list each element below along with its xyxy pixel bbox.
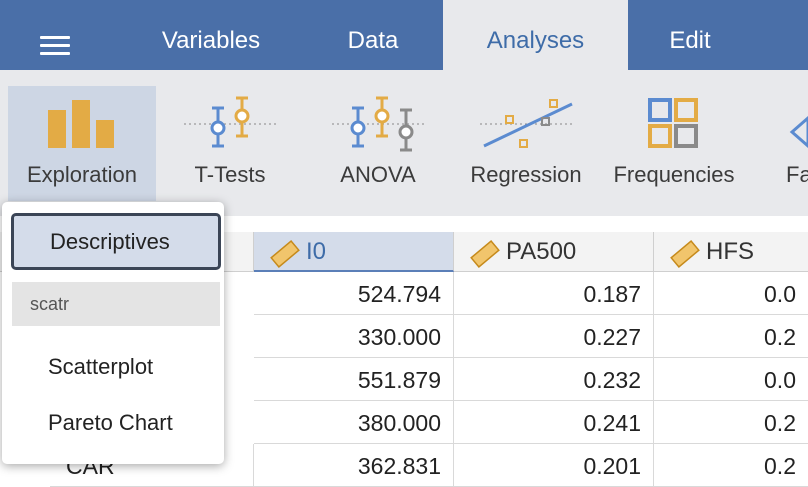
regression-button[interactable]: Regression (462, 86, 590, 201)
menu-group-header: scatr (12, 282, 220, 326)
anova-button[interactable]: ANOVA (318, 86, 438, 201)
exploration-dropdown-menu: Descriptives scatr Scatterplot Pareto Ch… (2, 202, 224, 464)
t-tests-button[interactable]: T-Tests (170, 86, 290, 201)
menu-item-scatterplot[interactable]: Scatterplot (48, 354, 154, 379)
frequencies-icon (648, 98, 698, 148)
anova-label: ANOVA (340, 162, 416, 187)
table-cell[interactable]: 0.2 (654, 401, 808, 444)
column-header-hfs[interactable]: HFS (654, 232, 808, 272)
menu-item-pareto-chart[interactable]: Pareto Chart (48, 410, 173, 435)
column-name: PA500 (506, 238, 577, 265)
top-menu-bar: Variables Data Analyses Edit (0, 0, 808, 70)
anova-icon (332, 96, 424, 152)
table-cell[interactable]: 551.879 (254, 358, 454, 401)
factor-button[interactable]: Fa (770, 86, 808, 201)
table-cell[interactable]: 330.000 (254, 315, 454, 358)
menu-item-descriptives[interactable]: Descriptives (11, 213, 221, 270)
table-cell[interactable]: 0.2 (654, 315, 808, 358)
regression-label: Regression (470, 162, 582, 187)
table-cell[interactable]: 0.0 (654, 358, 808, 401)
column-header-pa500[interactable]: PA500 (454, 232, 654, 272)
factor-label: Fa (786, 162, 808, 187)
table-cell[interactable]: 524.794 (254, 272, 454, 315)
ruler-icon (470, 239, 500, 269)
column-name: I0 (306, 238, 327, 265)
table-cell[interactable]: 0.232 (454, 358, 654, 401)
t-tests-label: T-Tests (194, 162, 266, 187)
tab-variables[interactable]: Variables (161, 27, 261, 54)
table-cell[interactable]: 0.187 (454, 272, 654, 315)
tab-analyses[interactable]: Analyses (443, 0, 628, 70)
column-header-i0[interactable]: I0 (254, 232, 454, 272)
frequencies-button[interactable]: Frequencies (604, 86, 744, 201)
frequencies-label: Frequencies (613, 162, 735, 187)
factor-icon (789, 116, 808, 148)
table-cell[interactable]: 0.227 (454, 315, 654, 358)
table-cell[interactable]: 380.000 (254, 401, 454, 444)
ruler-icon (670, 239, 700, 269)
analyses-ribbon: Exploration T-Tests (0, 70, 808, 216)
ruler-icon (270, 239, 300, 269)
t-tests-icon (184, 96, 276, 148)
exploration-label: Exploration (26, 162, 138, 187)
tab-edit[interactable]: Edit (669, 27, 711, 54)
bar-chart-icon (48, 100, 114, 148)
exploration-button[interactable]: Exploration (8, 86, 156, 201)
table-cell[interactable]: 0.241 (454, 401, 654, 444)
tab-data[interactable]: Data (347, 27, 399, 54)
hamburger-menu-icon[interactable] (40, 36, 70, 56)
column-name: HFS (706, 238, 754, 265)
table-cell[interactable]: 0.0 (654, 272, 808, 315)
regression-icon (480, 99, 573, 148)
